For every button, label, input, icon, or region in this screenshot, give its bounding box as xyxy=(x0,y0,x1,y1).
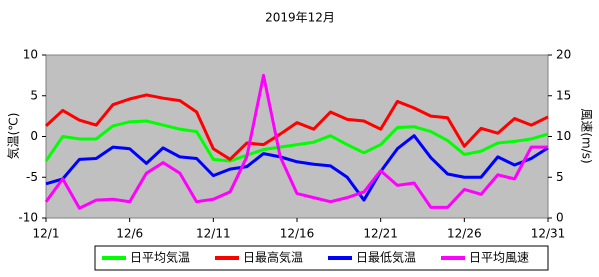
x-tick-label: 12/16 xyxy=(280,227,315,241)
y2-tick-label: 15 xyxy=(556,88,571,102)
series-line xyxy=(45,134,549,202)
legend-label: 日平均風速 xyxy=(469,251,529,265)
series-line xyxy=(44,93,549,161)
x-tick-label: 12/26 xyxy=(447,227,482,241)
y2-tick-label: 0 xyxy=(556,211,564,225)
y2-tick-label: 20 xyxy=(556,48,571,62)
legend xyxy=(94,245,549,271)
chart-title: 2019年12月 xyxy=(265,11,335,25)
y-tick-label: 10 xyxy=(23,48,38,62)
x-tick-label: 12/1 xyxy=(33,227,60,241)
y2-axis-label: 風速(m/s) xyxy=(580,108,594,163)
y2-tick-label: 10 xyxy=(556,129,571,143)
x-tick-label: 12/21 xyxy=(363,227,398,241)
y-tick-label: 0 xyxy=(30,129,38,143)
y2-tick-label: 5 xyxy=(556,170,564,184)
x-tick-label: 12/11 xyxy=(196,227,231,241)
series-line xyxy=(44,119,549,163)
x-tick-label: 12/31 xyxy=(531,227,566,241)
legend-label: 日最高気温 xyxy=(243,250,303,265)
y-tick-label: -10 xyxy=(18,211,38,225)
legend-label: 日平均気温 xyxy=(130,250,190,265)
y-tick-label: -5 xyxy=(26,170,38,184)
x-tick-label: 12/6 xyxy=(116,227,143,241)
legend-label: 日最低気温 xyxy=(356,250,416,265)
series-line xyxy=(44,73,548,210)
y-tick-label: 5 xyxy=(30,88,38,102)
y-axis-label: 気温(℃) xyxy=(6,113,21,160)
